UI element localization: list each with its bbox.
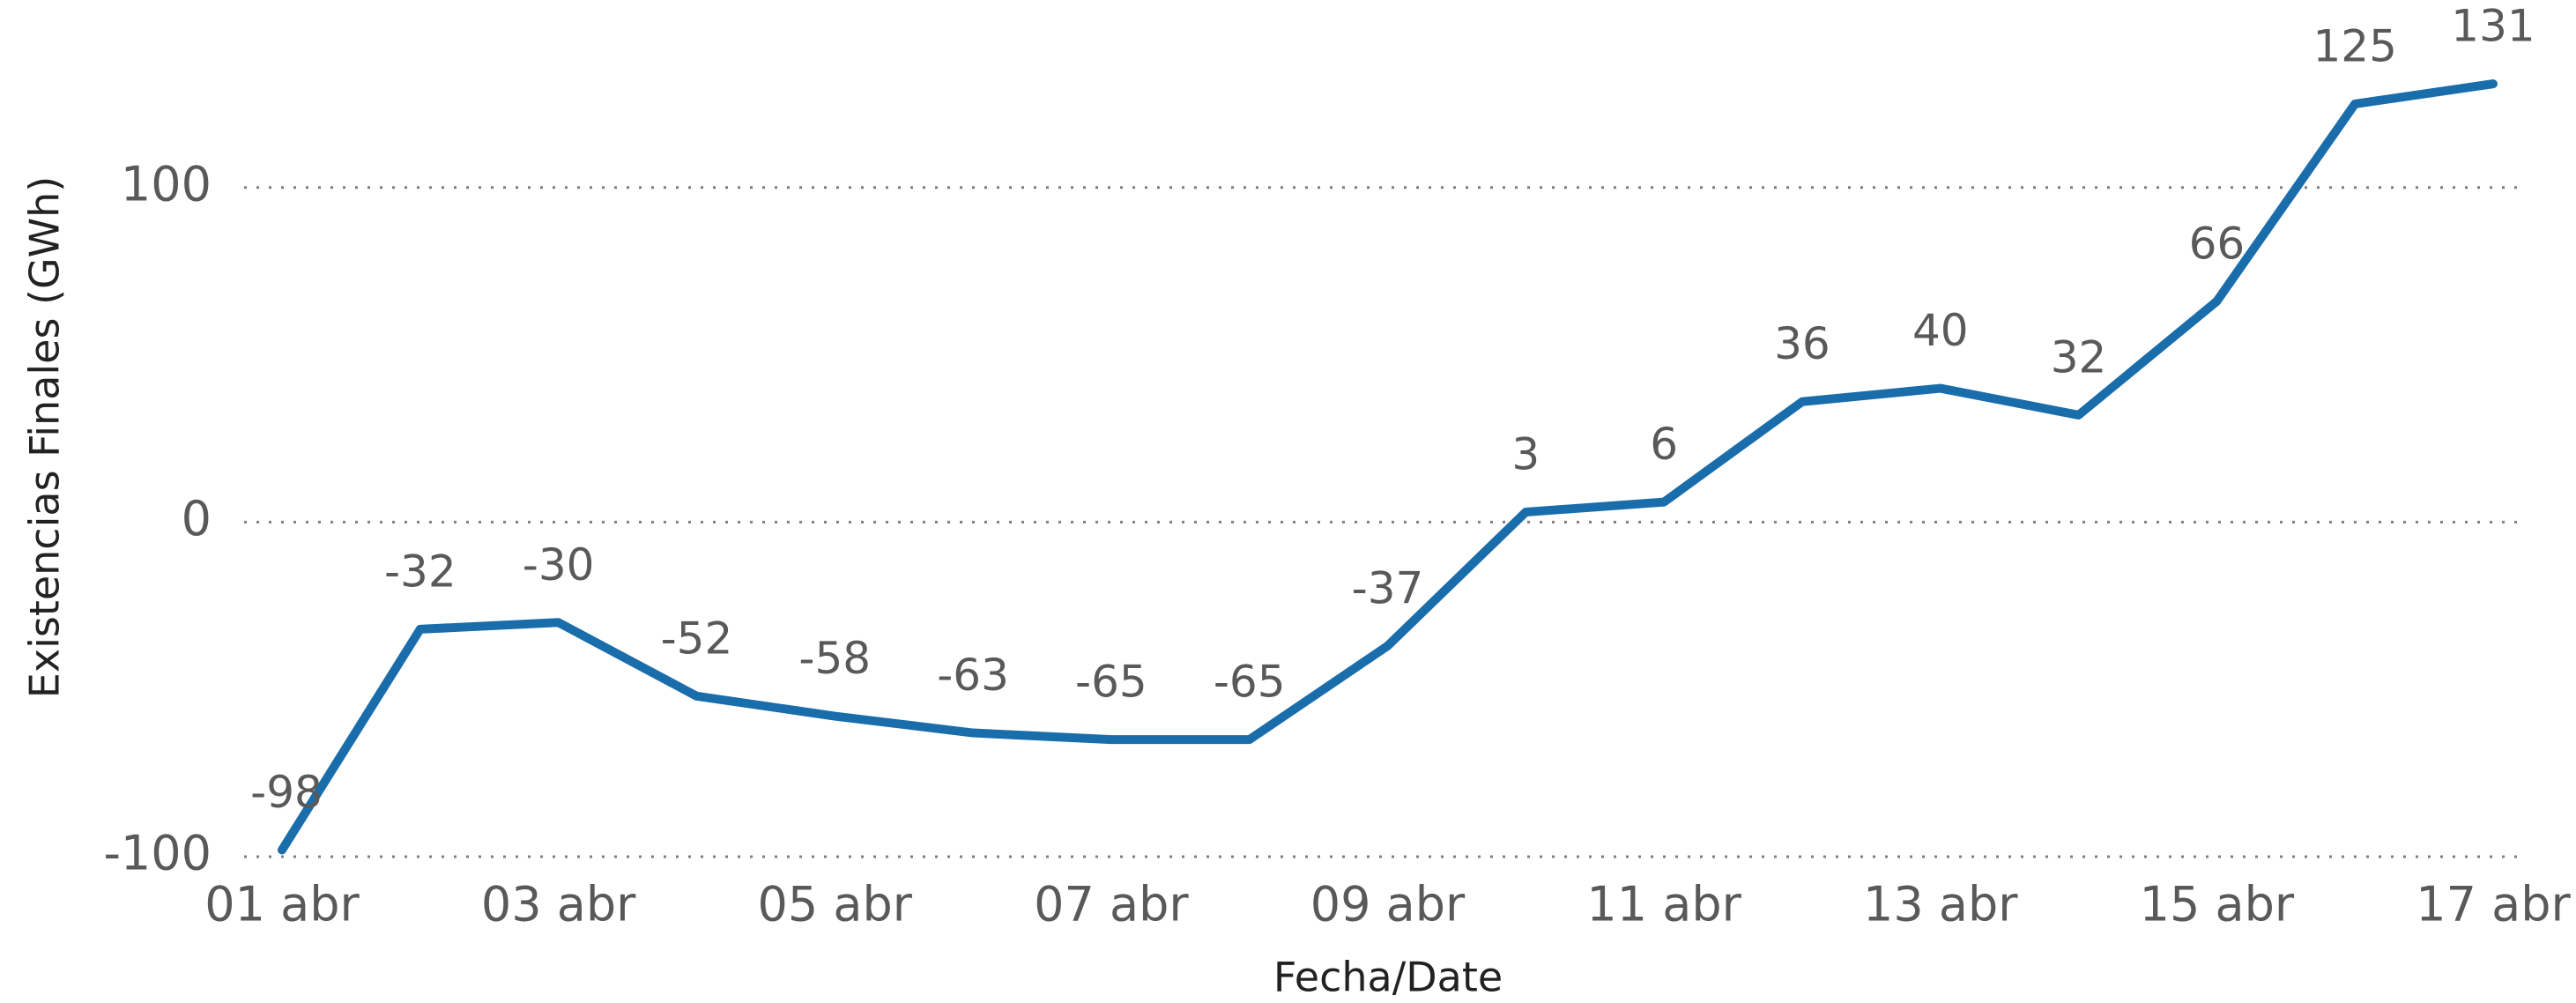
data-label: 66: [2189, 218, 2246, 269]
line: [278, 79, 2498, 855]
data-label: -58: [798, 633, 871, 684]
y-tick-label: -100: [103, 826, 212, 881]
data-label: -52: [661, 613, 733, 664]
data-label: -30: [523, 539, 595, 591]
x-tick-label: 15 abr: [2140, 877, 2295, 932]
x-tick-label: 17 abr: [2416, 877, 2571, 932]
data-label: -32: [384, 546, 457, 597]
data-label: 6: [1650, 419, 1678, 470]
data-label: -63: [937, 650, 1009, 701]
data-label: -65: [1075, 657, 1147, 708]
data-label: 3: [1511, 429, 1540, 480]
data-label: 125: [2312, 20, 2396, 71]
x-tick-label: 05 abr: [758, 877, 913, 932]
data-label: -98: [250, 767, 323, 818]
y-tick-label: 0: [182, 491, 212, 546]
data-label: 32: [2051, 331, 2107, 383]
data-label: 40: [1912, 305, 1969, 356]
y-tick-label: 100: [121, 156, 212, 212]
x-tick-label: 07 abr: [1034, 877, 1189, 932]
y-axis-title: Existencias Finales (GWh): [21, 176, 69, 698]
x-tick-label: 11 abr: [1586, 877, 1741, 932]
data-label: -65: [1214, 657, 1286, 708]
x-axis-title: Fecha/Date: [1273, 954, 1503, 1001]
x-tick-label: 09 abr: [1310, 877, 1466, 932]
x-tick-label: 13 abr: [1863, 877, 2018, 932]
x-tick-label: 01 abr: [204, 877, 360, 932]
data-label: 131: [2451, 1, 2535, 52]
data-label: 36: [1774, 318, 1830, 369]
x-tick-label: 03 abr: [481, 877, 636, 932]
data-label: -37: [1352, 562, 1424, 613]
